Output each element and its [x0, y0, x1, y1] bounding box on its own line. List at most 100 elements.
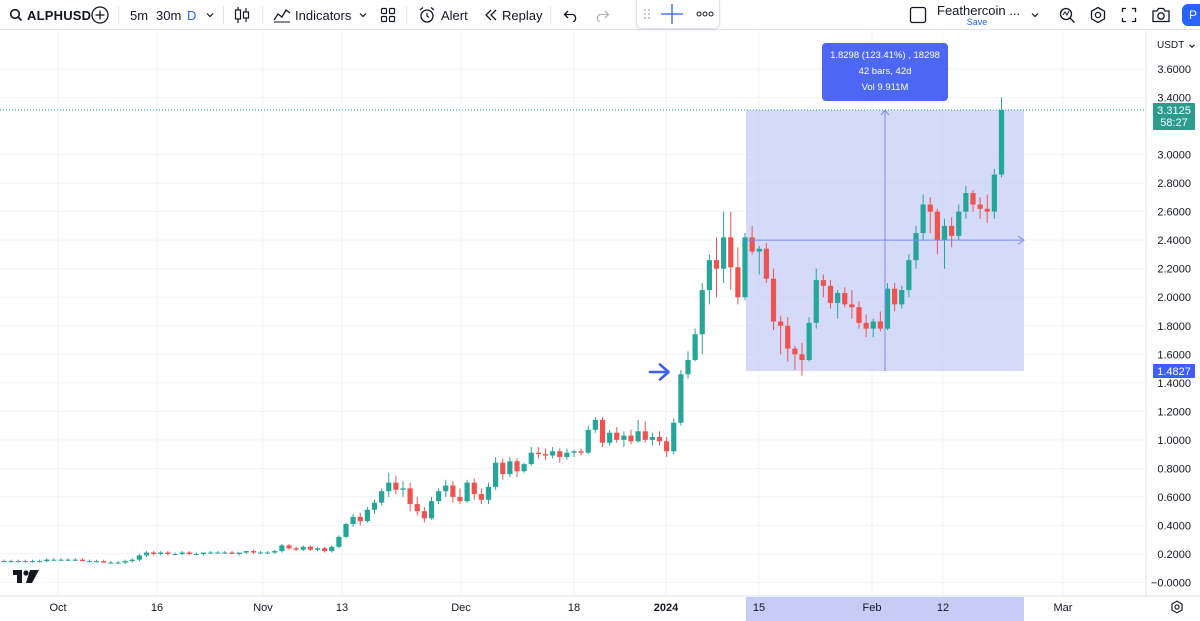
candle-body	[614, 432, 620, 440]
interval-30m[interactable]: 30m	[156, 0, 181, 30]
publish-button[interactable]: P	[1182, 4, 1200, 26]
candle-body	[856, 307, 862, 323]
candle-body	[122, 561, 128, 563]
rewind-icon	[485, 9, 497, 21]
undo-button[interactable]	[563, 0, 579, 30]
candle-body	[827, 285, 834, 303]
settings-button[interactable]	[1089, 0, 1107, 30]
price-tick-label: 0.2000	[1157, 549, 1191, 561]
indicators-button[interactable]: Indicators	[273, 0, 351, 30]
quick-search-icon	[1059, 7, 1075, 23]
price-axis[interactable]: 3.6000 3.4000 3.0000 2.8000 2.6000 2.4000 2.20…	[1145, 31, 1200, 596]
candle-body	[500, 462, 506, 475]
snapshot-button[interactable]	[1151, 0, 1171, 30]
replay-button[interactable]: Replay	[484, 0, 542, 30]
measure-arrowhead-right	[1017, 235, 1025, 245]
candle-body	[728, 237, 734, 268]
candle-body	[22, 561, 28, 563]
candle-body	[44, 559, 50, 562]
candle-body	[842, 292, 848, 305]
candle-body	[257, 552, 264, 554]
layout-name-button[interactable]: Feathercoin ... Save	[937, 3, 1020, 27]
candle-body	[792, 348, 798, 355]
candle-body	[535, 452, 541, 455]
candle-body	[514, 461, 520, 472]
candle-body	[186, 552, 192, 554]
candle-body	[8, 561, 14, 563]
price-tick-label: 2.2000	[1157, 264, 1191, 276]
currency-label: USDT	[1157, 40, 1185, 51]
candle-body	[849, 304, 855, 308]
candle-body	[998, 110, 1005, 175]
more-icon[interactable]	[696, 11, 714, 17]
interval-5m[interactable]: 5m	[130, 0, 148, 30]
candles-icon	[234, 7, 250, 23]
candle-body	[208, 552, 214, 554]
interval-d[interactable]: D	[187, 0, 196, 30]
compare-symbol-button[interactable]	[90, 0, 110, 30]
price-tick-label: 1.8000	[1157, 321, 1191, 333]
currency-selector[interactable]: USDT	[1157, 40, 1196, 51]
square-icon	[909, 6, 927, 24]
price-tick-label: 0.6000	[1157, 492, 1191, 504]
indicator-templates-dropdown[interactable]	[358, 0, 368, 30]
symbol-search[interactable]: ALPHUSD	[9, 0, 91, 30]
time-tick-label: 15	[753, 602, 765, 614]
redo-icon	[596, 10, 610, 22]
plus-circle-icon	[91, 6, 109, 24]
price-tick-label: 2.6000	[1157, 207, 1191, 219]
time-axis[interactable]: Oct 16 Nov 13 Dec 18 2024 15 Feb 12 Mar	[0, 595, 1200, 621]
time-tick-label: Dec	[451, 602, 471, 614]
time-tick-label: Feb	[863, 602, 882, 614]
fullscreen-button[interactable]	[1121, 0, 1137, 30]
crosshair-icon[interactable]	[661, 4, 683, 24]
price-tick-label: 1.4000	[1157, 378, 1191, 390]
candle-body	[713, 260, 720, 269]
candle-body	[785, 325, 791, 349]
candle-body	[507, 461, 513, 475]
redo-button[interactable]	[594, 0, 610, 30]
candle-body	[115, 562, 121, 564]
candle-body	[749, 237, 755, 252]
candle-body	[414, 504, 420, 512]
price-tick-label: 1.6000	[1157, 349, 1191, 361]
layout-checkbox[interactable]	[909, 0, 927, 30]
interval-dropdown[interactable]	[205, 0, 215, 30]
candle-body	[443, 485, 449, 492]
candle-body	[949, 225, 955, 236]
candle-body	[72, 559, 78, 561]
chart-type-button[interactable]	[234, 0, 250, 30]
candle-body	[343, 524, 349, 537]
symbol-name: ALPHUSD	[27, 7, 92, 23]
quick-search-button[interactable]	[1058, 0, 1076, 30]
candle-body	[599, 419, 606, 443]
candle-body	[379, 491, 385, 503]
candle-body	[243, 551, 249, 553]
candle-body	[79, 559, 85, 562]
candle-body	[984, 208, 990, 212]
gear-icon[interactable]	[1170, 600, 1184, 614]
measure-tooltip: 1.8298 (123.41%) , 18298 42 bars, 42d Vo…	[822, 43, 948, 101]
undo-icon	[563, 10, 577, 22]
candle-body	[151, 552, 157, 554]
price-tick-label: 0.4000	[1157, 520, 1191, 532]
candle-body	[65, 559, 71, 561]
candle-body	[571, 451, 577, 453]
candle-body	[172, 553, 178, 555]
candle-body	[906, 260, 912, 291]
candle-body	[428, 501, 435, 519]
candle-body	[357, 516, 363, 522]
layout-menu-dropdown[interactable]	[1030, 0, 1040, 30]
layouts-button[interactable]	[380, 0, 396, 30]
candle-body	[286, 545, 292, 549]
candle-body	[200, 552, 207, 554]
candle-body	[699, 290, 705, 335]
candle-body	[250, 551, 256, 553]
alert-button[interactable]: Alert	[418, 0, 468, 30]
last-price-label: 3.3125	[1157, 105, 1191, 117]
grid-icon	[380, 7, 396, 23]
candle-body	[863, 322, 869, 329]
candle-body	[770, 278, 777, 322]
drag-handle-icon[interactable]	[644, 9, 650, 19]
